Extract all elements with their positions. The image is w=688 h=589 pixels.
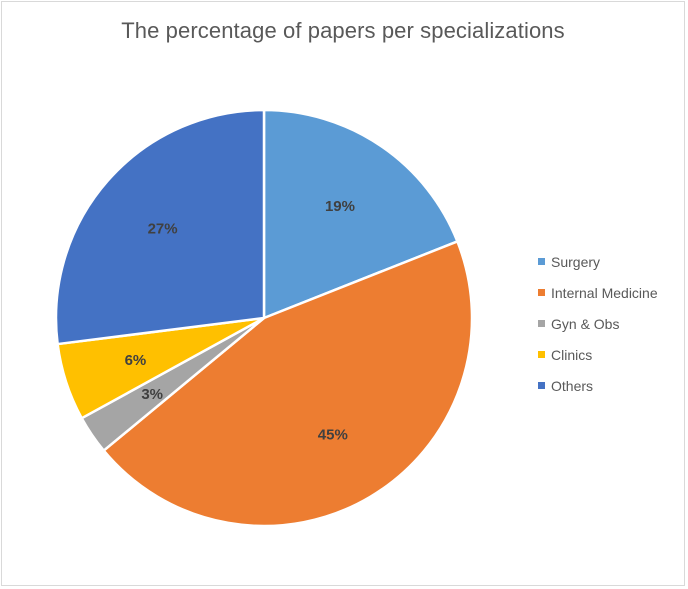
legend-swatch <box>538 289 545 296</box>
legend-swatch <box>538 351 545 358</box>
legend-swatch <box>538 382 545 389</box>
data-label-internal-medicine: 45% <box>318 426 348 443</box>
legend-item-clinics: Clinics <box>538 339 658 370</box>
chart-title: The percentage of papers per specializat… <box>121 18 565 43</box>
data-label-surgery: 19% <box>325 198 355 215</box>
data-label-others: 27% <box>148 221 178 238</box>
pie-slice-others <box>54 108 266 346</box>
legend-label: Gyn & Obs <box>551 315 620 332</box>
pie-slices <box>54 108 474 528</box>
legend-item-internal-medicine: Internal Medicine <box>538 277 658 308</box>
legend-item-gyn-obs: Gyn & Obs <box>538 308 658 339</box>
data-label-gyn-obs: 3% <box>141 386 163 403</box>
data-label-clinics: 6% <box>125 352 147 369</box>
legend-label: Clinics <box>551 346 593 363</box>
legend-swatch <box>538 258 545 265</box>
pie-data-labels: 19% 45% 3% 6% 27% <box>125 198 355 443</box>
legend-label: Surgery <box>551 253 601 270</box>
legend-label: Others <box>551 377 594 394</box>
legend: Surgery Internal Medicine Gyn & Obs Clinics… <box>538 246 658 401</box>
pie-slice-surgery <box>262 108 459 320</box>
legend-label: Internal Medicine <box>551 284 658 301</box>
legend-item-surgery: Surgery <box>538 246 658 277</box>
legend-item-others: Others <box>538 370 658 401</box>
legend-swatch <box>538 320 545 327</box>
pie-slice-internal-medicine <box>102 240 474 528</box>
